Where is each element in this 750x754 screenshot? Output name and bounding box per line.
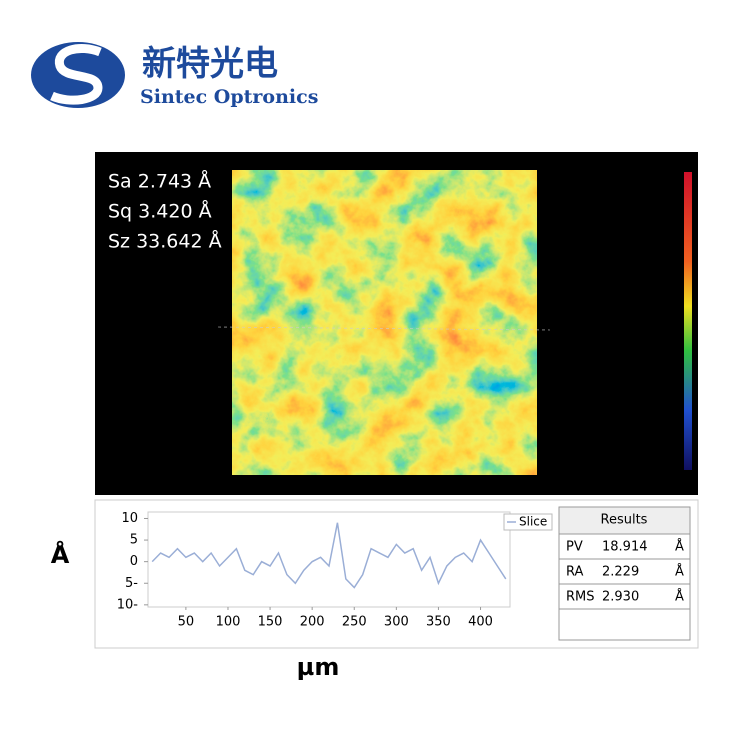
y-axis-label: Å [51, 540, 70, 569]
result-value: 18.914 [602, 540, 648, 555]
stat: Sz 33.642 Å [108, 230, 222, 253]
x-tick-label: 250 [342, 615, 367, 630]
y-tick-label: 5- [125, 576, 138, 591]
results-rows: PV 18.914 Å RA 2.229 Å RMS 2.930 Å [559, 539, 690, 610]
result-unit: Å [675, 589, 684, 605]
profile-line [151, 522, 507, 589]
legend [503, 513, 553, 531]
result-name: RA [566, 565, 584, 580]
x-tick-label: 100 [216, 615, 241, 630]
logo-chinese: 新特光电 [142, 44, 278, 84]
y-tick-label: 5 [130, 533, 138, 548]
surface-map [232, 170, 537, 475]
x-tick-label: 50 [178, 615, 195, 630]
result-unit: Å [675, 564, 684, 580]
result-value: 2.229 [602, 565, 639, 580]
results-header [558, 506, 691, 535]
legend-label: Slice [519, 515, 547, 529]
y-tick-label: 10- [117, 597, 139, 612]
logo-english: Sintec Optronics [140, 86, 318, 108]
x-tick-label: 400 [468, 615, 493, 630]
x-tick-label: 350 [426, 615, 451, 630]
plot-area [147, 511, 511, 608]
logo [31, 42, 125, 108]
stat: Sq 3.420 Å [108, 200, 212, 223]
slice-line [217, 326, 551, 331]
results-title: Results [601, 513, 648, 528]
result-unit: Å [675, 539, 684, 555]
x-tick-label: 300 [384, 615, 409, 630]
x-tick-label: 150 [258, 615, 283, 630]
y-tick-label: 10 [121, 511, 138, 526]
y-tick-label: 0 [130, 554, 138, 569]
result-name: PV [566, 540, 583, 555]
x-tick-label: 200 [300, 615, 325, 630]
result-name: RMS [566, 590, 595, 605]
colorbar [684, 172, 692, 470]
x-axis-label: µm [297, 653, 340, 681]
stat: Sa 2.743 Å [108, 170, 211, 193]
result-value: 2.930 [602, 590, 639, 605]
